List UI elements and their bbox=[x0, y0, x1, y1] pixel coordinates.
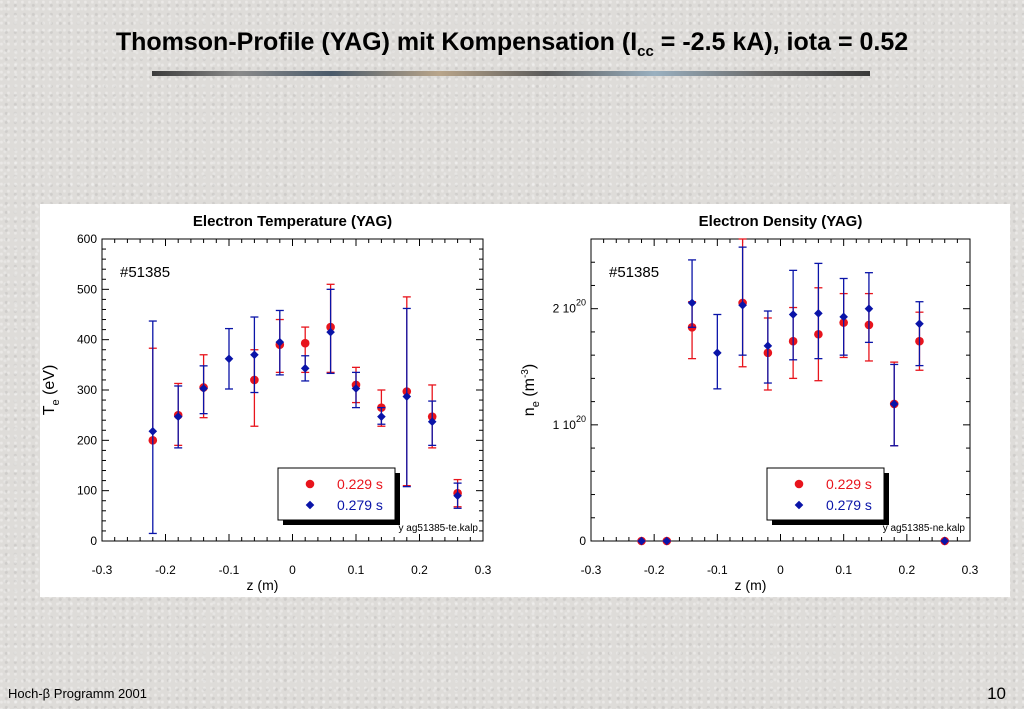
x-tick-label: 0.3 bbox=[962, 563, 979, 577]
charts-svg: Electron Temperature (YAG) -0.3 -0.2 -0.1 0 0… bbox=[41, 213, 979, 593]
data-point bbox=[637, 536, 646, 546]
data-point bbox=[377, 412, 386, 421]
data-point bbox=[687, 298, 697, 308]
page-number: 10 bbox=[987, 684, 1006, 703]
y-axis-label: ne (m-3) bbox=[520, 364, 542, 416]
data-point bbox=[326, 327, 335, 337]
x-tick-label: 0.3 bbox=[475, 563, 492, 577]
data-point bbox=[453, 491, 462, 500]
data-point bbox=[199, 384, 208, 393]
data-point bbox=[915, 319, 924, 329]
chart-2: Electron Density (YAG) -0.3 -0.2 -0.1 0 0.1 0.… bbox=[520, 213, 979, 593]
data-point bbox=[224, 354, 234, 364]
data-point bbox=[864, 304, 874, 313]
y-tick-label: 2 1020 bbox=[553, 298, 586, 316]
y-tick-label: 1 1020 bbox=[553, 414, 586, 432]
x-tick-label: 0.1 bbox=[348, 563, 365, 577]
footer-text: Hoch-β Programm 2001 bbox=[8, 686, 147, 701]
x-tick-label: -0.1 bbox=[219, 563, 240, 577]
file-label: y ag51385-ne.kalp bbox=[883, 523, 966, 534]
x-tick-label: 0 bbox=[289, 563, 296, 577]
x-tick-label: 0.2 bbox=[898, 563, 915, 577]
chart-title: Electron Density (YAG) bbox=[699, 213, 863, 230]
data-point bbox=[427, 417, 437, 427]
data-point bbox=[351, 384, 361, 393]
file-label: y ag51385-te.kalp bbox=[398, 523, 478, 534]
y-tick-label: 300 bbox=[77, 383, 97, 397]
y-tick-label: 0 bbox=[90, 534, 97, 548]
legend-box bbox=[277, 467, 396, 521]
data-point bbox=[889, 399, 899, 409]
data-point bbox=[814, 309, 823, 318]
chart-1: Electron Temperature (YAG) -0.3 -0.2 -0.1 0 0… bbox=[41, 213, 492, 593]
y-axis-label: Te (eV) bbox=[41, 365, 62, 416]
y-tick-label: 400 bbox=[77, 333, 97, 347]
chart-title: Electron Temperature (YAG) bbox=[193, 213, 392, 230]
data-point bbox=[763, 341, 773, 351]
legend-box bbox=[766, 467, 885, 521]
legend: 0.229 s 0.279 s bbox=[277, 467, 400, 525]
x-axis-label: z (m) bbox=[735, 577, 767, 593]
x-tick-label: 0.2 bbox=[411, 563, 428, 577]
series-blue bbox=[148, 288, 462, 535]
x-tick-label: -0.2 bbox=[644, 563, 665, 577]
y-tick-label: 0 bbox=[579, 534, 586, 548]
x-tick-label: -0.3 bbox=[581, 563, 602, 577]
slide-title: Thomson-Profile (YAG) mit Kompensation (… bbox=[115, 28, 909, 60]
x-tick-label: -0.2 bbox=[155, 563, 176, 577]
chart-panel: Electron Temperature (YAG) -0.3 -0.2 -0.1 0 0… bbox=[40, 204, 1010, 597]
data-point bbox=[173, 412, 183, 421]
x-tick-label: -0.1 bbox=[707, 563, 728, 577]
legend-label: 0.229 s bbox=[337, 476, 383, 492]
data-point bbox=[788, 310, 798, 319]
x-tick-label: 0.1 bbox=[835, 563, 852, 577]
y-tick-label: 200 bbox=[77, 433, 97, 447]
data-point bbox=[300, 364, 310, 373]
data-point bbox=[940, 536, 950, 546]
title-divider bbox=[152, 71, 870, 76]
y-tick-label: 100 bbox=[77, 484, 97, 498]
y-tick-label: 500 bbox=[77, 282, 97, 296]
x-axis-label: z (m) bbox=[247, 577, 279, 593]
data-point bbox=[250, 350, 259, 360]
data-point bbox=[148, 426, 158, 436]
data-point bbox=[402, 392, 412, 401]
y-tick-label: 600 bbox=[77, 232, 97, 246]
legend-label: 0.279 s bbox=[826, 497, 872, 513]
legend: 0.229 s 0.279 s bbox=[766, 467, 889, 525]
x-tick-label: -0.3 bbox=[92, 563, 113, 577]
legend-label: 0.279 s bbox=[337, 497, 383, 513]
x-tick-label: 0 bbox=[777, 563, 784, 577]
data-point bbox=[275, 337, 285, 347]
series-blue bbox=[637, 246, 950, 546]
legend-marker-diamond bbox=[794, 500, 804, 510]
data-point bbox=[713, 348, 722, 358]
data-point bbox=[662, 536, 672, 546]
data-point bbox=[300, 338, 310, 348]
legend-marker-circle bbox=[305, 479, 315, 489]
shot-annotation: #51385 bbox=[120, 264, 170, 281]
legend-marker-diamond bbox=[305, 500, 315, 510]
shot-annotation: #51385 bbox=[609, 264, 659, 281]
legend-marker-circle bbox=[794, 479, 804, 489]
legend-label: 0.229 s bbox=[826, 476, 872, 492]
